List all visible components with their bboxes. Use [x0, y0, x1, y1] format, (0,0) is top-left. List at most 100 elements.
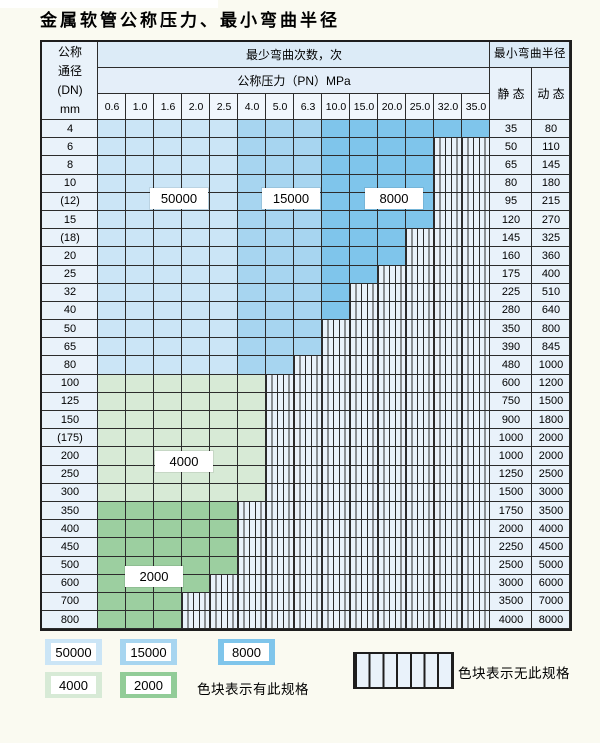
- spec-cell: [126, 356, 154, 375]
- no-spec-cell: [350, 556, 378, 575]
- no-spec-cell: [294, 483, 322, 502]
- spec-cell: [294, 265, 322, 284]
- static-value-cell: 3000: [490, 574, 532, 593]
- dn-cell: 100: [42, 374, 98, 393]
- dynamic-value-cell: 800: [532, 320, 570, 339]
- no-spec-cell: [434, 374, 462, 393]
- spec-cell: [126, 301, 154, 321]
- no-spec-cell: [462, 447, 490, 466]
- no-spec-cell: [266, 447, 294, 466]
- spec-cell: [182, 429, 210, 448]
- no-spec-cell: [406, 356, 434, 375]
- bend-count-label: 8000: [365, 188, 423, 209]
- spec-cell: [350, 120, 378, 139]
- spec-cell: [98, 210, 126, 230]
- no-spec-cell: [462, 483, 490, 502]
- no-spec-cell: [294, 538, 322, 557]
- spec-cell: [210, 374, 238, 393]
- no-spec-cell: [406, 392, 434, 411]
- no-spec-cell: [322, 429, 350, 448]
- no-spec-cell: [462, 229, 490, 248]
- spec-cell: [154, 265, 182, 284]
- legend-swatch-label: 4000: [51, 676, 96, 694]
- no-spec-cell: [378, 592, 406, 612]
- dn-cell: 25: [42, 265, 98, 284]
- no-spec-cell: [462, 265, 490, 284]
- spec-cell: [406, 138, 434, 157]
- spec-cell: [294, 320, 322, 339]
- spec-cell: [378, 247, 406, 266]
- no-spec-cell: [462, 247, 490, 266]
- no-spec-cell: [434, 156, 462, 175]
- corner-line-3: (DN): [57, 83, 83, 97]
- no-spec-cell: [462, 356, 490, 375]
- spec-cell: [350, 247, 378, 266]
- spec-cell: [182, 210, 210, 230]
- no-spec-cell: [322, 447, 350, 466]
- spec-cell: [126, 210, 154, 230]
- spec-cell: [182, 411, 210, 430]
- spec-cell: [98, 265, 126, 284]
- no-spec-cell: [294, 374, 322, 393]
- no-spec-cell: [350, 411, 378, 430]
- no-spec-cell: [350, 356, 378, 375]
- pressure-tick: 5.0: [266, 94, 294, 120]
- no-spec-cell: [406, 520, 434, 539]
- dynamic-value-cell: 5000: [532, 556, 570, 575]
- spec-cell: [238, 429, 266, 448]
- no-spec-cell: [434, 174, 462, 193]
- spec-cell: [126, 265, 154, 284]
- no-spec-cell: [434, 138, 462, 157]
- spec-cell: [126, 374, 154, 393]
- dynamic-value-cell: 6000: [532, 574, 570, 593]
- no-spec-cell: [434, 247, 462, 266]
- static-value-cell: 350: [490, 320, 532, 339]
- spec-cell: [182, 538, 210, 557]
- pressure-tick: 6.3: [294, 94, 322, 120]
- spec-cell: [238, 483, 266, 502]
- spec-cell: [238, 156, 266, 175]
- no-spec-cell: [406, 611, 434, 630]
- spec-cell: [154, 592, 182, 612]
- no-spec-cell: [294, 592, 322, 612]
- spec-cell: [210, 392, 238, 411]
- dynamic-value-cell: 4500: [532, 538, 570, 557]
- no-spec-cell: [434, 283, 462, 302]
- no-spec-cell: [462, 174, 490, 193]
- no-spec-cell: [378, 283, 406, 302]
- no-spec-cell: [378, 538, 406, 557]
- no-spec-cell: [434, 465, 462, 484]
- no-spec-cell: [462, 538, 490, 557]
- no-spec-cell: [238, 538, 266, 557]
- spec-cell: [210, 120, 238, 139]
- no-spec-cell: [210, 611, 238, 630]
- spec-cell: [182, 374, 210, 393]
- dn-cell: 700: [42, 592, 98, 612]
- no-spec-cell: [406, 338, 434, 357]
- no-spec-cell: [210, 574, 238, 593]
- spec-cell: [126, 120, 154, 139]
- no-spec-cell: [238, 592, 266, 612]
- no-spec-cell: [322, 483, 350, 502]
- static-value-cell: 900: [490, 411, 532, 430]
- spec-cell: [182, 229, 210, 248]
- spec-cell: [154, 520, 182, 539]
- pressure-tick: 4.0: [238, 94, 266, 120]
- no-spec-cell: [266, 611, 294, 630]
- spec-cell: [350, 156, 378, 175]
- spec-cell: [238, 229, 266, 248]
- spec-cell: [182, 338, 210, 357]
- no-spec-cell: [266, 374, 294, 393]
- spec-cell: [210, 229, 238, 248]
- spec-cell: [238, 138, 266, 157]
- spec-cell: [126, 229, 154, 248]
- pressure-tick: 1.6: [154, 94, 182, 120]
- dn-cell: 40: [42, 301, 98, 321]
- spec-cell: [210, 501, 238, 521]
- dn-cell: 15: [42, 210, 98, 230]
- no-spec-cell: [462, 320, 490, 339]
- dn-cell: (175): [42, 429, 98, 448]
- no-spec-cell: [350, 465, 378, 484]
- spec-cell: [182, 320, 210, 339]
- spec-cell: [98, 483, 126, 502]
